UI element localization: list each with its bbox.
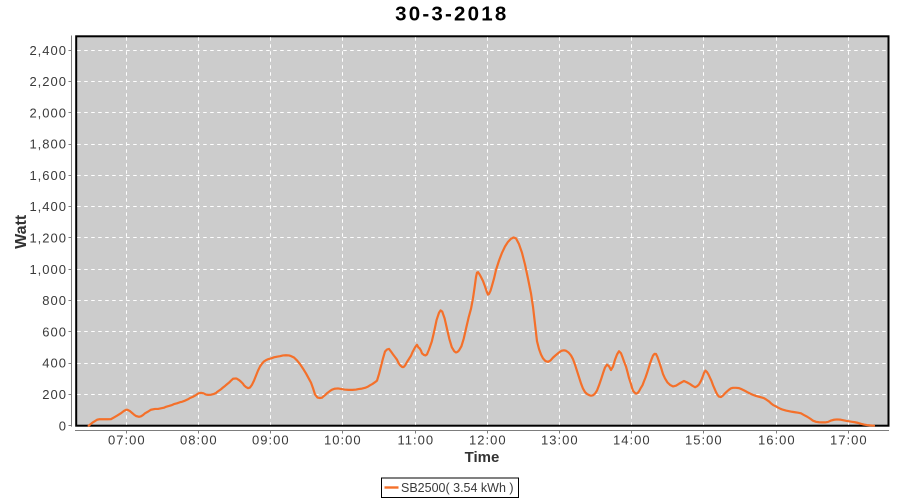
svg-text:800: 800 (42, 293, 67, 308)
svg-text:09:00: 09:00 (252, 433, 290, 448)
svg-text:17:00: 17:00 (830, 433, 868, 448)
svg-text:30-3-2018: 30-3-2018 (395, 2, 508, 25)
svg-text:2,200: 2,200 (29, 74, 67, 89)
svg-text:Time: Time (465, 449, 500, 466)
svg-text:400: 400 (42, 356, 67, 371)
svg-text:15:00: 15:00 (685, 433, 723, 448)
svg-text:600: 600 (42, 324, 67, 339)
svg-text:07:00: 07:00 (108, 433, 146, 448)
svg-text:2,400: 2,400 (29, 43, 67, 58)
svg-text:11:00: 11:00 (398, 433, 435, 448)
svg-text:14:00: 14:00 (613, 433, 651, 448)
svg-text:13:00: 13:00 (541, 433, 579, 448)
svg-text:1,400: 1,400 (29, 199, 67, 214)
svg-text:1,800: 1,800 (29, 137, 67, 152)
svg-text:0: 0 (59, 418, 67, 433)
svg-text:2,000: 2,000 (29, 105, 67, 120)
svg-text:Watt: Watt (13, 214, 30, 249)
svg-text:1,600: 1,600 (29, 168, 67, 183)
svg-text:10:00: 10:00 (324, 433, 362, 448)
svg-text:16:00: 16:00 (758, 433, 796, 448)
svg-text:1,000: 1,000 (29, 262, 67, 277)
svg-text:08:00: 08:00 (180, 433, 218, 448)
svg-text:12:00: 12:00 (469, 433, 507, 448)
svg-text:1,200: 1,200 (29, 231, 67, 246)
svg-text:200: 200 (42, 387, 67, 402)
svg-text:SB2500( 3.54 kWh ): SB2500( 3.54 kWh ) (401, 481, 514, 495)
